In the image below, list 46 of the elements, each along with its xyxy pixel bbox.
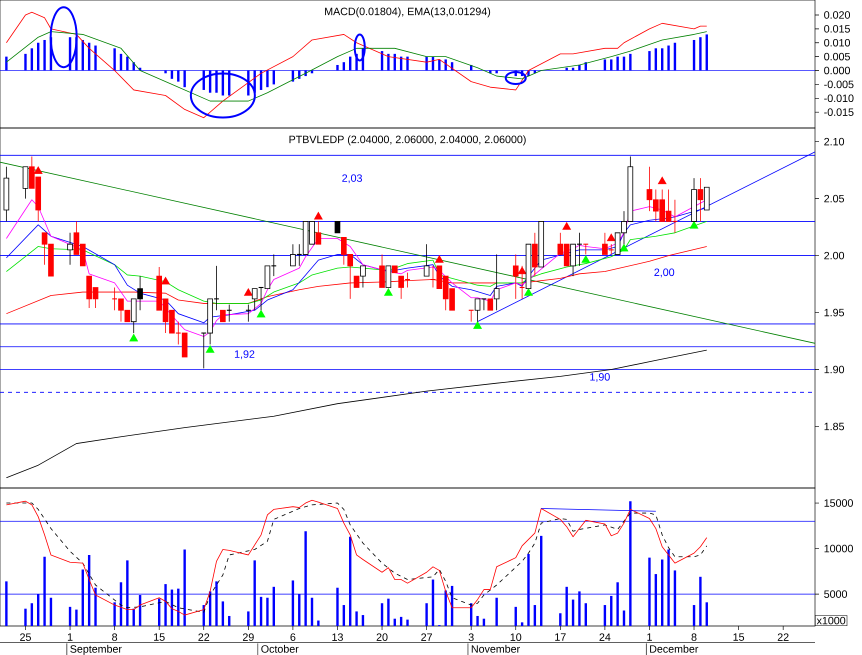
y-tick-label: 1.95 (824, 308, 844, 316)
text: MACD(0.01804), EMA(13,0.01294) (325, 7, 490, 18)
x-tick-label: 24 (600, 633, 611, 641)
ref-line-label: 2,00 (654, 268, 674, 278)
ref-line-label: 2,03 (342, 174, 362, 184)
ref-line-label: 1,92 (234, 350, 254, 360)
x-tick-label: 13 (332, 633, 343, 641)
y-tick-label: 0.000 (824, 66, 850, 74)
x-tick-label: 10 (510, 633, 522, 641)
x-tick-label: 17 (555, 633, 566, 641)
y-tick-label: 2.10 (824, 138, 844, 146)
x-tick-label: 15 (733, 633, 744, 641)
x-tick-label: 29 (242, 633, 254, 641)
y-tick-label: 0.005 (824, 52, 850, 60)
y-tick-label: 5000 (824, 590, 848, 598)
x-tick-label: 1 (647, 633, 652, 641)
x-tick-label: 1 (68, 633, 72, 641)
text: PTBVLEDP (2.04000, 2.06000, 2.04000, 2.06000) (289, 135, 526, 146)
y-tick-label: 15000 (824, 499, 853, 507)
y-tick-label: 0.010 (824, 38, 850, 47)
x-tick-label: 20 (376, 633, 388, 641)
x-tick-label: 27 (421, 633, 432, 641)
x-tick-label: 15 (154, 633, 165, 641)
y-tick-label: 1.85 (824, 422, 844, 430)
x-tick-label: 8 (692, 633, 697, 641)
text: December (650, 644, 698, 653)
y-tick-label: 2.00 (824, 252, 844, 260)
y-tick-label: 10000 (824, 544, 853, 552)
y-tick-label: -0.010 (824, 94, 854, 102)
y-tick-label: 0.020 (824, 11, 850, 19)
y-tick-label: -0.015 (824, 108, 854, 116)
x-tick-label: 22 (198, 633, 210, 641)
x-tick-label: 6 (290, 633, 296, 641)
y-tick-label: 2.05 (824, 194, 844, 202)
y-tick-label: 0.015 (824, 25, 850, 33)
x-tick-label: 3 (468, 633, 474, 641)
x-tick-label: 22 (778, 633, 789, 641)
x-tick-label: 25 (20, 633, 31, 641)
y-tick-label: 1.90 (824, 366, 844, 374)
ref-line-label: 1,90 (590, 373, 610, 382)
y-tick-label: -0.005 (824, 80, 854, 88)
x-tick-label: 8 (112, 633, 118, 641)
text: October (261, 644, 299, 653)
y-axis-title: x1000 (816, 616, 846, 624)
text: November (472, 644, 520, 653)
text: September (70, 644, 122, 655)
